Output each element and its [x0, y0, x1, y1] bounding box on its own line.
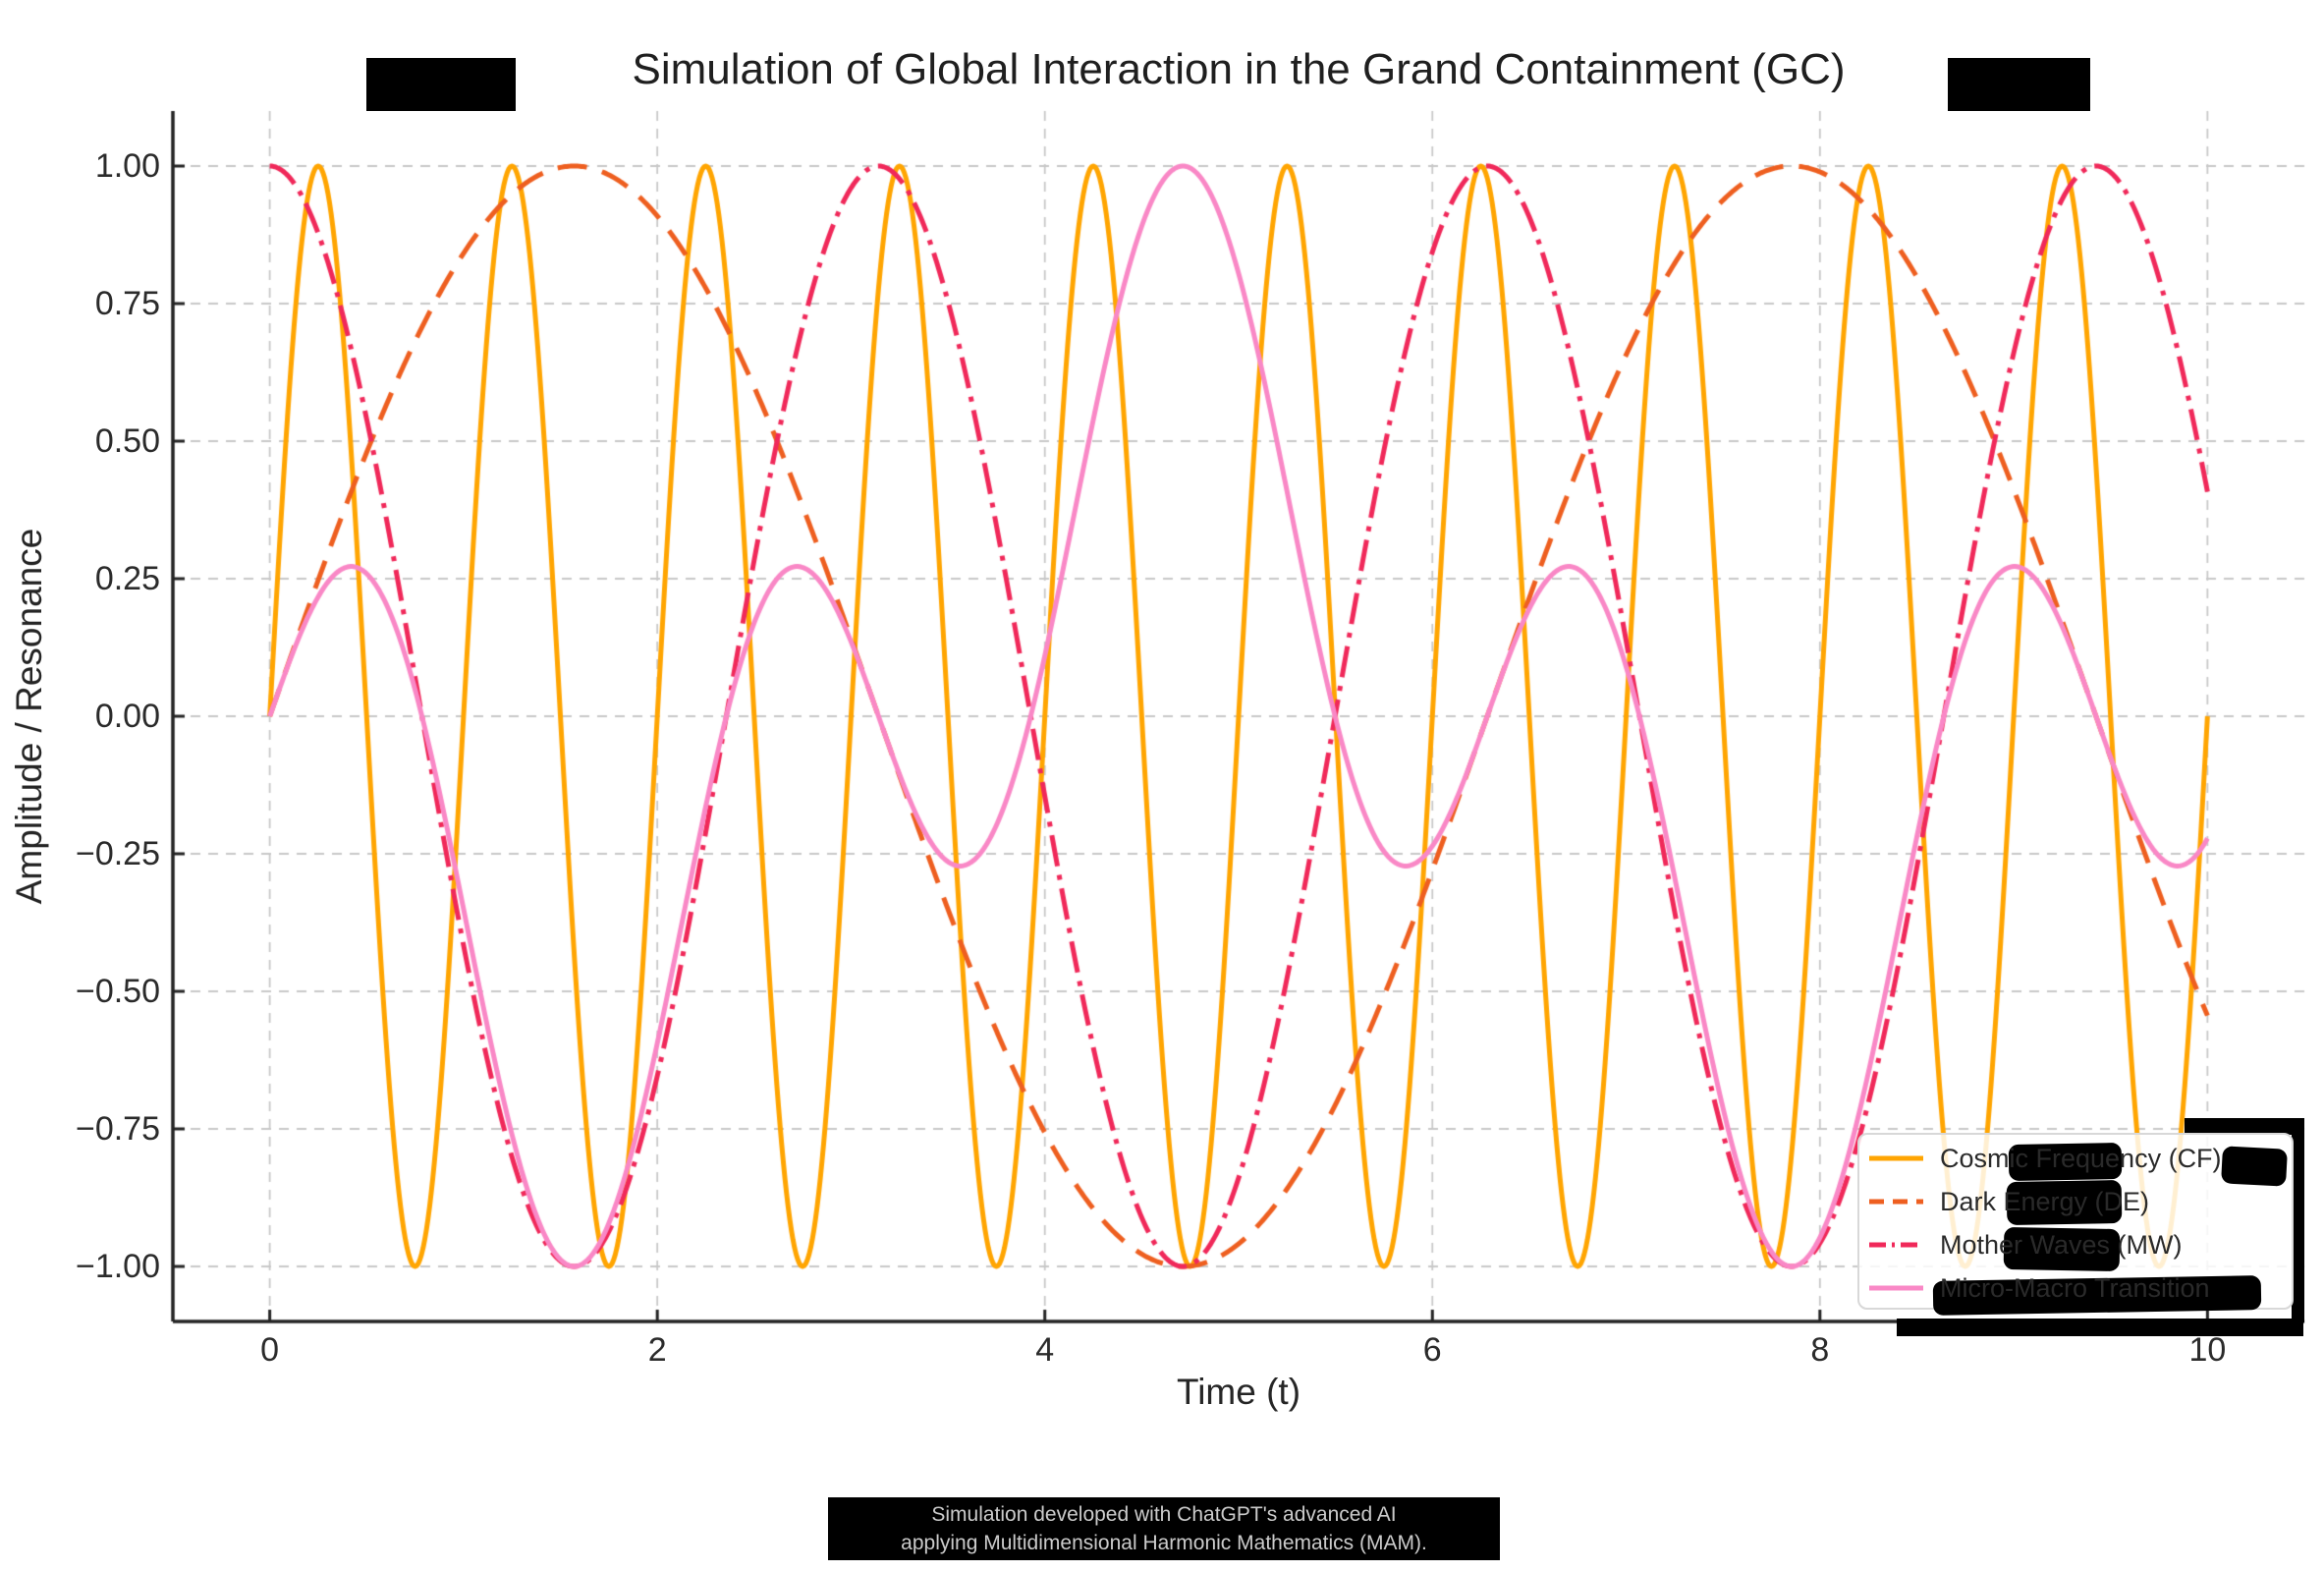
legend-top-band [2185, 1118, 2304, 1135]
y-tick-label: −0.75 [75, 1110, 160, 1148]
caption-bar: Simulation developed with ChatGPT's adva… [828, 1497, 1500, 1560]
x-tick-label: 10 [2188, 1331, 2227, 1369]
y-tick-label: −0.25 [75, 835, 160, 872]
legend-entries: Cosmic Frequency (CF) Dark Energy (DE) Mot… [1857, 1137, 2294, 1310]
x-tick-label: 2 [647, 1331, 667, 1369]
title-right-box [1948, 58, 2090, 111]
legend-line-sample [1869, 1285, 1923, 1291]
legend-label: Cosmic Frequency (CF) [1940, 1143, 2222, 1173]
legend-label: Mother Waves (MW) [1940, 1229, 2183, 1260]
y-tick-label: 0.50 [94, 422, 160, 460]
y-tick-label: −1.00 [75, 1248, 160, 1285]
legend-bottom-band [1897, 1319, 2303, 1336]
legend-right-band [2292, 1130, 2304, 1322]
legend-entry: Cosmic Frequency (CF) [1857, 1137, 2294, 1180]
legend-line-sample [1869, 1155, 1923, 1161]
legend-line-sample [1869, 1242, 1923, 1248]
legend-entry: Dark Energy (DE) [1857, 1180, 2294, 1223]
y-tick-label: 0.00 [94, 698, 160, 735]
x-tick-label: 4 [1035, 1331, 1055, 1369]
legend-label: Micro-Macro Transition [1940, 1272, 2210, 1303]
y-tick-label: 0.25 [94, 560, 160, 597]
legend-label: Dark Energy (DE) [1940, 1186, 2150, 1216]
y-tick-label: 1.00 [94, 147, 160, 185]
x-axis-label: Time (t) [1176, 1372, 1301, 1412]
caption-line-2: applying Multidimensional Harmonic Mathe… [901, 1532, 1427, 1554]
legend-line-sample [1869, 1199, 1923, 1205]
chart-title: Simulation of Global Interaction in the … [632, 45, 1846, 93]
x-tick-label: 0 [260, 1331, 280, 1369]
x-tick-label: 6 [1422, 1331, 1442, 1369]
legend-entry: Mother Waves (MW) [1857, 1223, 2294, 1266]
title-left-box [366, 58, 516, 111]
y-tick-label: −0.50 [75, 973, 160, 1010]
caption-line-1: Simulation developed with ChatGPT's adva… [931, 1503, 1397, 1526]
legend-entry: Micro-Macro Transition [1857, 1266, 2294, 1310]
legend: Cosmic Frequency (CF) Dark Energy (DE) Mot… [1857, 1133, 2294, 1316]
x-tick-label: 8 [1810, 1331, 1830, 1369]
y-tick-label: 0.75 [94, 285, 160, 322]
